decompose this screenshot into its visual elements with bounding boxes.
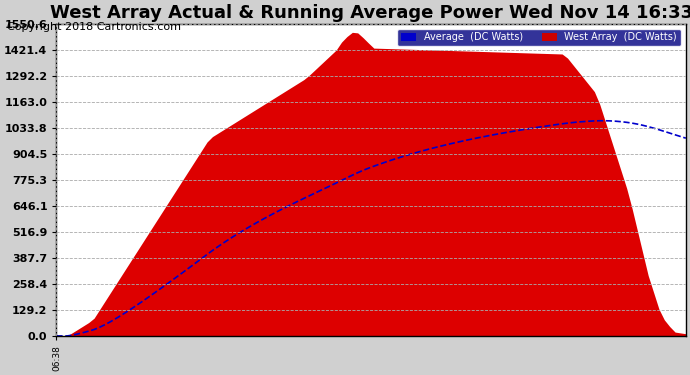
Text: Copyright 2018 Cartronics.com: Copyright 2018 Cartronics.com [7, 22, 181, 32]
Title: West Array Actual & Running Average Power Wed Nov 14 16:33: West Array Actual & Running Average Powe… [50, 4, 690, 22]
Legend: Average  (DC Watts), West Array  (DC Watts): Average (DC Watts), West Array (DC Watts… [397, 28, 681, 46]
